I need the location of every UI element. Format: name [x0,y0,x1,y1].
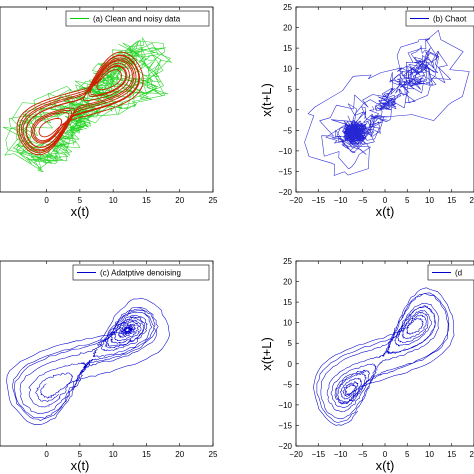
panel-d-denoised-trace [313,287,455,426]
x-tick-label: 0 [44,196,49,205]
x-tick-label: −5 [358,450,368,459]
y-tick-label: 0 [288,360,293,369]
panel-d-x-ticks: −20 −15 −10 −5 0 5 10 15 20 [289,261,474,459]
y-tick-label: 25 [283,3,292,12]
x-tick-label: 10 [109,450,118,459]
panel-a-legend-label: (a) Clean and noisy data [93,15,181,24]
x-tick-label: −5 [358,196,368,205]
x-tick-label: 20 [470,450,474,459]
panel-d-axes-frame [295,260,474,447]
panel-b-x-axis-label: x(t) [376,204,395,219]
series-line [3,37,172,173]
x-tick-label: 10 [109,196,118,205]
panel-c-traces [6,297,170,425]
y-tick-label: −5 [283,126,293,135]
panel-b-traces [304,30,470,176]
panel-d-y-axis-label: x(t+L) [259,337,274,371]
y-tick-label: −20 [278,442,292,451]
y-tick-label: −20 [278,188,292,197]
panel-b-y-axis-label: x(t+L) [259,83,274,117]
panel-c-denoised-trace [6,297,170,425]
panel-d-legend-label: (d [455,269,462,278]
y-tick-label: 20 [283,24,292,33]
x-tick-label: 0 [44,450,49,459]
panel-d: −20−15−10−505101520 2520151050−5−10−15−2… [259,257,474,473]
panel-c-x-ticks: 0 5 10 15 20 25 [44,261,218,459]
x-tick-label: 5 [405,196,410,205]
panel-a-legend: (a) Clean and noisy data [65,10,210,27]
x-tick-label: 25 [209,196,218,205]
panel-b-legend: (b) Chaot [405,10,474,27]
x-tick-label: 15 [447,450,456,459]
panel-d-x-axis-label: x(t) [376,458,395,473]
x-tick-label: 10 [425,450,434,459]
x-tick-label: 20 [470,196,474,205]
y-tick-label: −10 [278,147,292,156]
x-tick-label: 5 [78,196,83,205]
panel-a-legend-box [65,10,210,27]
x-tick-label: 25 [209,450,218,459]
panel-b-axes-frame [295,6,474,193]
y-tick-label: −10 [278,401,292,410]
panel-c-x-axis-label: x(t) [71,458,90,473]
y-tick-label: −15 [278,421,292,430]
series-line [16,51,144,156]
y-tick-label: 20 [283,278,292,287]
panel-b-legend-box [405,10,474,27]
y-tick-label: 0 [288,106,293,115]
x-tick-label: 15 [447,196,456,205]
y-tick-label: 15 [283,44,292,53]
x-tick-label: 5 [78,450,83,459]
y-tick-label: −15 [278,167,292,176]
panel-a: 0 5 10 15 20 25 (a) Clean and noisy data x(t) [0,6,218,219]
panel-c-axes-frame [0,260,214,447]
x-tick-label: 10 [425,196,434,205]
panel-d-traces [313,287,455,426]
panel-d-y-ticks: 25 20 15 10 5 0 −5 −10 −15 −20 [278,257,299,451]
panel-b: −20−15−10−505101520 2520151050−5−10−15−2… [259,3,474,219]
x-tick-label: −15 [311,450,325,459]
y-tick-label: 15 [283,298,292,307]
x-tick-label: 0 [383,450,388,459]
panel-b-x-ticks: −20 −15 −10 −5 0 5 10 15 20 [289,7,474,205]
x-tick-label: −20 [289,196,303,205]
y-tick-label: −5 [283,380,293,389]
panel-a-x-ticks: 0 5 10 15 20 25 [44,7,218,205]
x-tick-label: 15 [142,196,151,205]
series-line [313,287,455,426]
x-tick-label: 20 [175,196,184,205]
panel-b-legend-label: (b) Chaot [433,15,467,24]
y-tick-label: 25 [283,257,292,266]
y-tick-label: 10 [283,65,292,74]
panel-b-noisy-trace [304,30,470,176]
x-tick-label: 15 [142,450,151,459]
panel-a-clean-trace [16,51,144,156]
x-tick-label: 20 [175,450,184,459]
x-tick-label: −15 [311,196,325,205]
series-line [304,30,470,176]
panel-c-legend: (c) Adatptive denoising [72,264,210,281]
x-tick-label: 0 [383,196,388,205]
x-tick-label: −20 [289,450,303,459]
panel-c: 0 5 10 15 20 25 (c) Adatptive denoising x(t) [0,260,218,473]
x-tick-label: −10 [334,196,348,205]
y-tick-label: 5 [288,85,293,94]
panel-a-x-axis-label: x(t) [71,204,90,219]
panel-d-legend: (d [427,264,474,281]
panel-b-y-ticks: 25 20 15 10 5 0 −5 −10 −15 −20 [278,3,299,197]
y-tick-label: 5 [288,339,293,348]
panel-c-legend-label: (c) Adatptive denoising [100,269,181,278]
x-tick-label: 5 [405,450,410,459]
panel-c-legend-box [72,264,210,281]
x-tick-label: −10 [334,450,348,459]
series-line [6,297,170,425]
y-tick-label: 10 [283,319,292,328]
panel-a-noisy-trace [3,37,172,173]
panel-a-axes-frame [0,6,214,193]
panel-a-traces [3,37,172,173]
